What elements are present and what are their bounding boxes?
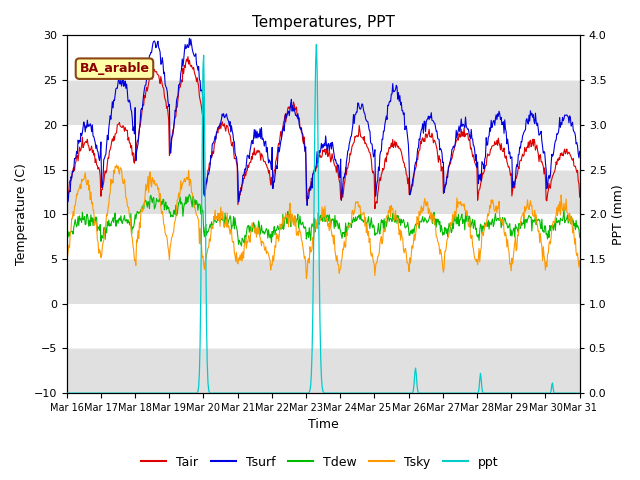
Bar [67, 169, 580, 214]
Title: Temperatures, PPT: Temperatures, PPT [252, 15, 395, 30]
Y-axis label: PPT (mm): PPT (mm) [612, 184, 625, 245]
Bar [67, 259, 580, 304]
X-axis label: Time: Time [308, 419, 339, 432]
Bar [67, 214, 580, 259]
Bar [67, 348, 580, 393]
Bar [67, 36, 580, 80]
Bar [67, 125, 580, 169]
Bar [67, 304, 580, 348]
Bar [67, 0, 580, 36]
Y-axis label: Temperature (C): Temperature (C) [15, 163, 28, 265]
Text: BA_arable: BA_arable [79, 62, 150, 75]
Bar [67, 80, 580, 125]
Legend: Tair, Tsurf, Tdew, Tsky, ppt: Tair, Tsurf, Tdew, Tsky, ppt [136, 451, 504, 474]
